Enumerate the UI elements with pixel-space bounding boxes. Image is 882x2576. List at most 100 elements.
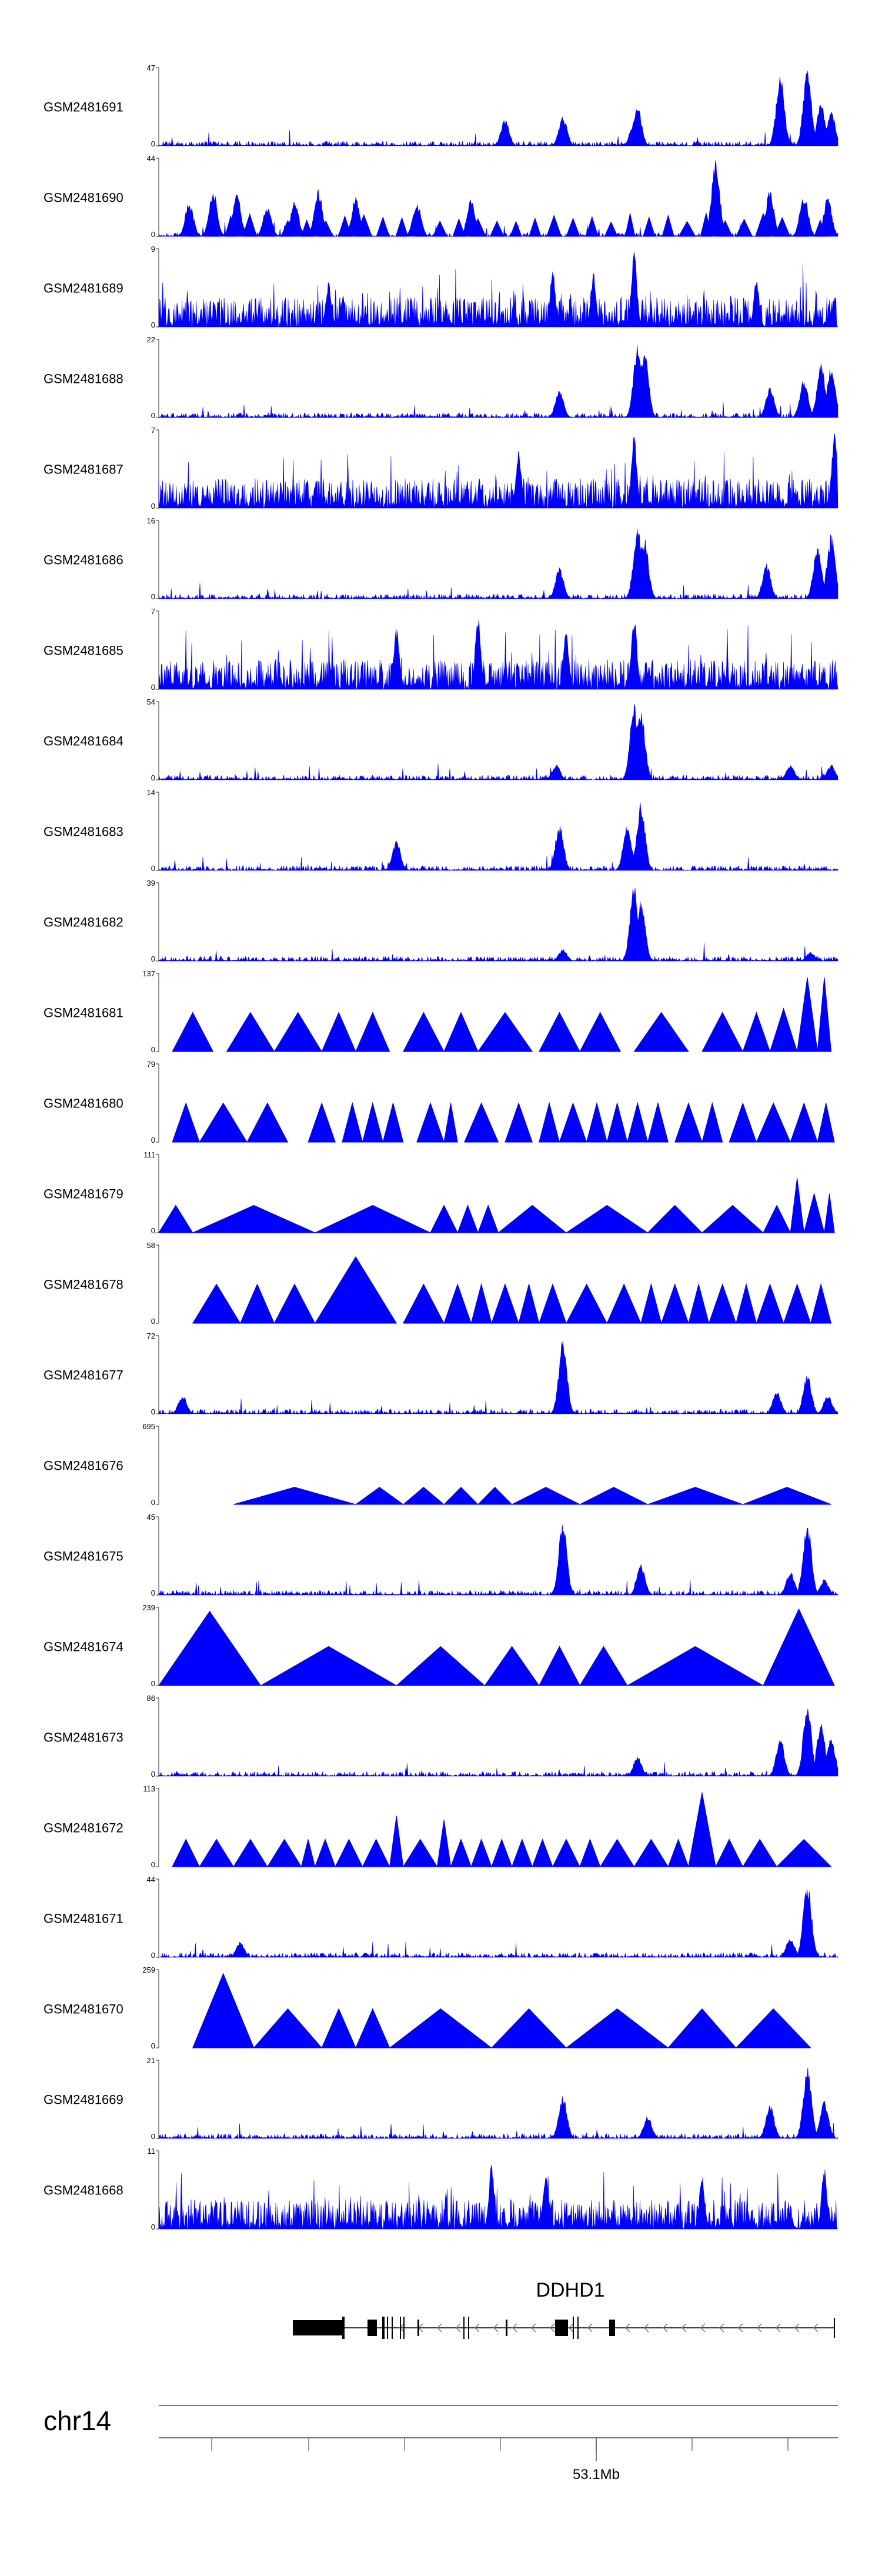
y-max-label: 7 <box>151 607 155 616</box>
coverage-area <box>158 2067 838 2140</box>
track-gsm2481674: GSM2481674 239 0 <box>44 1603 835 1688</box>
y-max-label: 239 <box>142 1603 155 1612</box>
coverage-area <box>158 345 838 419</box>
track-gsm2481691: GSM2481691 47 0 <box>44 64 838 148</box>
strand-arrow <box>775 2323 781 2333</box>
coverage-area <box>158 802 838 871</box>
exon <box>577 2317 579 2339</box>
strand-arrow <box>681 2323 687 2333</box>
y-max-label: 11 <box>148 2147 156 2155</box>
strand-arrow <box>756 2323 762 2333</box>
chromosome-label: chr14 <box>44 2405 111 2436</box>
coverage-area <box>158 433 838 509</box>
track-gsm2481669: GSM2481669 21 0 <box>44 2056 838 2141</box>
track-gsm2481681: GSM2481681 137 0 <box>44 969 832 1054</box>
y-max-label: 39 <box>147 879 155 887</box>
y-max-label: 113 <box>143 1784 155 1793</box>
strand-arrow <box>813 2323 818 2333</box>
y-min-label: 0 <box>151 1226 155 1235</box>
y-max-label: 58 <box>147 1241 155 1250</box>
track-label: GSM2481668 <box>44 2183 123 2198</box>
track-gsm2481671: GSM2481671 44 0 <box>44 1875 838 1960</box>
y-max-label: 22 <box>147 335 155 344</box>
axis-tick-label: 53.1Mb <box>573 2467 620 2482</box>
y-min-label: 0 <box>151 592 155 601</box>
track-label: GSM2481675 <box>44 1549 123 1564</box>
y-min-label: 0 <box>151 1407 155 1416</box>
coverage-area <box>172 1792 832 1867</box>
coverage-area <box>158 1177 835 1233</box>
strand-arrow <box>549 2323 555 2333</box>
y-min-label: 0 <box>151 1136 155 1144</box>
exon <box>387 2317 388 2339</box>
gene-track: DDHD1 <box>293 2279 835 2339</box>
y-max-label: 44 <box>147 154 155 163</box>
track-label: GSM2481673 <box>44 1730 123 1745</box>
strand-arrow <box>436 2323 442 2333</box>
y-min-label: 0 <box>151 1317 155 1326</box>
strand-arrow <box>737 2323 743 2333</box>
strand-arrow <box>662 2323 668 2333</box>
strand-arrow <box>512 2323 517 2333</box>
exon <box>506 2320 507 2336</box>
y-max-label: 79 <box>147 1060 155 1069</box>
track-label: GSM2481682 <box>44 915 123 930</box>
coverage-area <box>158 1608 835 1686</box>
track-label: GSM2481678 <box>44 1277 123 1292</box>
exon <box>463 2317 465 2339</box>
track-gsm2481689: GSM2481689 9 0 <box>44 245 838 329</box>
y-max-label: 9 <box>151 245 155 253</box>
coverage-area <box>192 1973 811 2048</box>
track-label: GSM2481679 <box>44 1187 123 1202</box>
y-max-label: 72 <box>147 1332 155 1340</box>
track-gsm2481672: GSM2481672 113 0 <box>44 1784 832 1869</box>
y-min-label: 0 <box>151 2132 155 2141</box>
track-label: GSM2481683 <box>44 825 123 839</box>
y-min-label: 0 <box>151 1498 155 1507</box>
exon <box>342 2317 345 2339</box>
y-max-label: 16 <box>147 516 155 525</box>
track-label: GSM2481688 <box>44 372 123 386</box>
track-label: GSM2481685 <box>44 643 123 658</box>
track-label: GSM2481690 <box>44 191 123 205</box>
strand-arrow <box>719 2323 724 2333</box>
y-min-label: 0 <box>151 321 155 329</box>
genome-axis: chr14 53.1Mb <box>44 2405 838 2482</box>
coverage-triangles <box>186 212 827 237</box>
track-gsm2481676: GSM2481676 695 0 <box>44 1422 831 1507</box>
coverage-area <box>158 1709 838 1777</box>
track-gsm2481687: GSM2481687 7 0 <box>44 426 838 510</box>
strand-arrow <box>455 2323 461 2333</box>
exon <box>573 2317 574 2339</box>
track-label: GSM2481686 <box>44 553 123 568</box>
track-label: GSM2481671 <box>44 1911 123 1926</box>
coverage-area <box>158 71 838 146</box>
coverage-area <box>158 1888 838 1958</box>
strand-arrow <box>530 2323 536 2333</box>
y-min-label: 0 <box>151 502 155 510</box>
exon <box>834 2318 835 2338</box>
coverage-area <box>158 1340 838 1414</box>
y-max-label: 137 <box>142 969 155 978</box>
strand-arrow <box>643 2323 649 2333</box>
track-label: GSM2481687 <box>44 462 123 477</box>
exon <box>392 2317 393 2339</box>
exon <box>382 2317 385 2339</box>
gene-name-label: DDHD1 <box>536 2279 604 2301</box>
track-gsm2481673: GSM2481673 86 0 <box>44 1694 838 1778</box>
track-label: GSM2481681 <box>44 1006 123 1020</box>
y-max-label: 47 <box>147 64 155 72</box>
exon <box>468 2317 469 2339</box>
coverage-area <box>158 887 838 962</box>
track-label: GSM2481670 <box>44 2002 123 2017</box>
y-max-label: 54 <box>147 698 155 706</box>
track-gsm2481688: GSM2481688 22 0 <box>44 335 838 420</box>
y-max-label: 695 <box>142 1422 155 1431</box>
y-min-label: 0 <box>151 230 155 239</box>
track-gsm2481685: GSM2481685 7 0 <box>44 607 838 692</box>
track-gsm2481670: GSM2481670 259 0 <box>44 1966 811 2050</box>
y-min-label: 0 <box>151 773 155 782</box>
y-min-label: 0 <box>151 864 155 873</box>
y-min-label: 0 <box>151 1045 155 1054</box>
strand-arrow <box>568 2323 574 2333</box>
